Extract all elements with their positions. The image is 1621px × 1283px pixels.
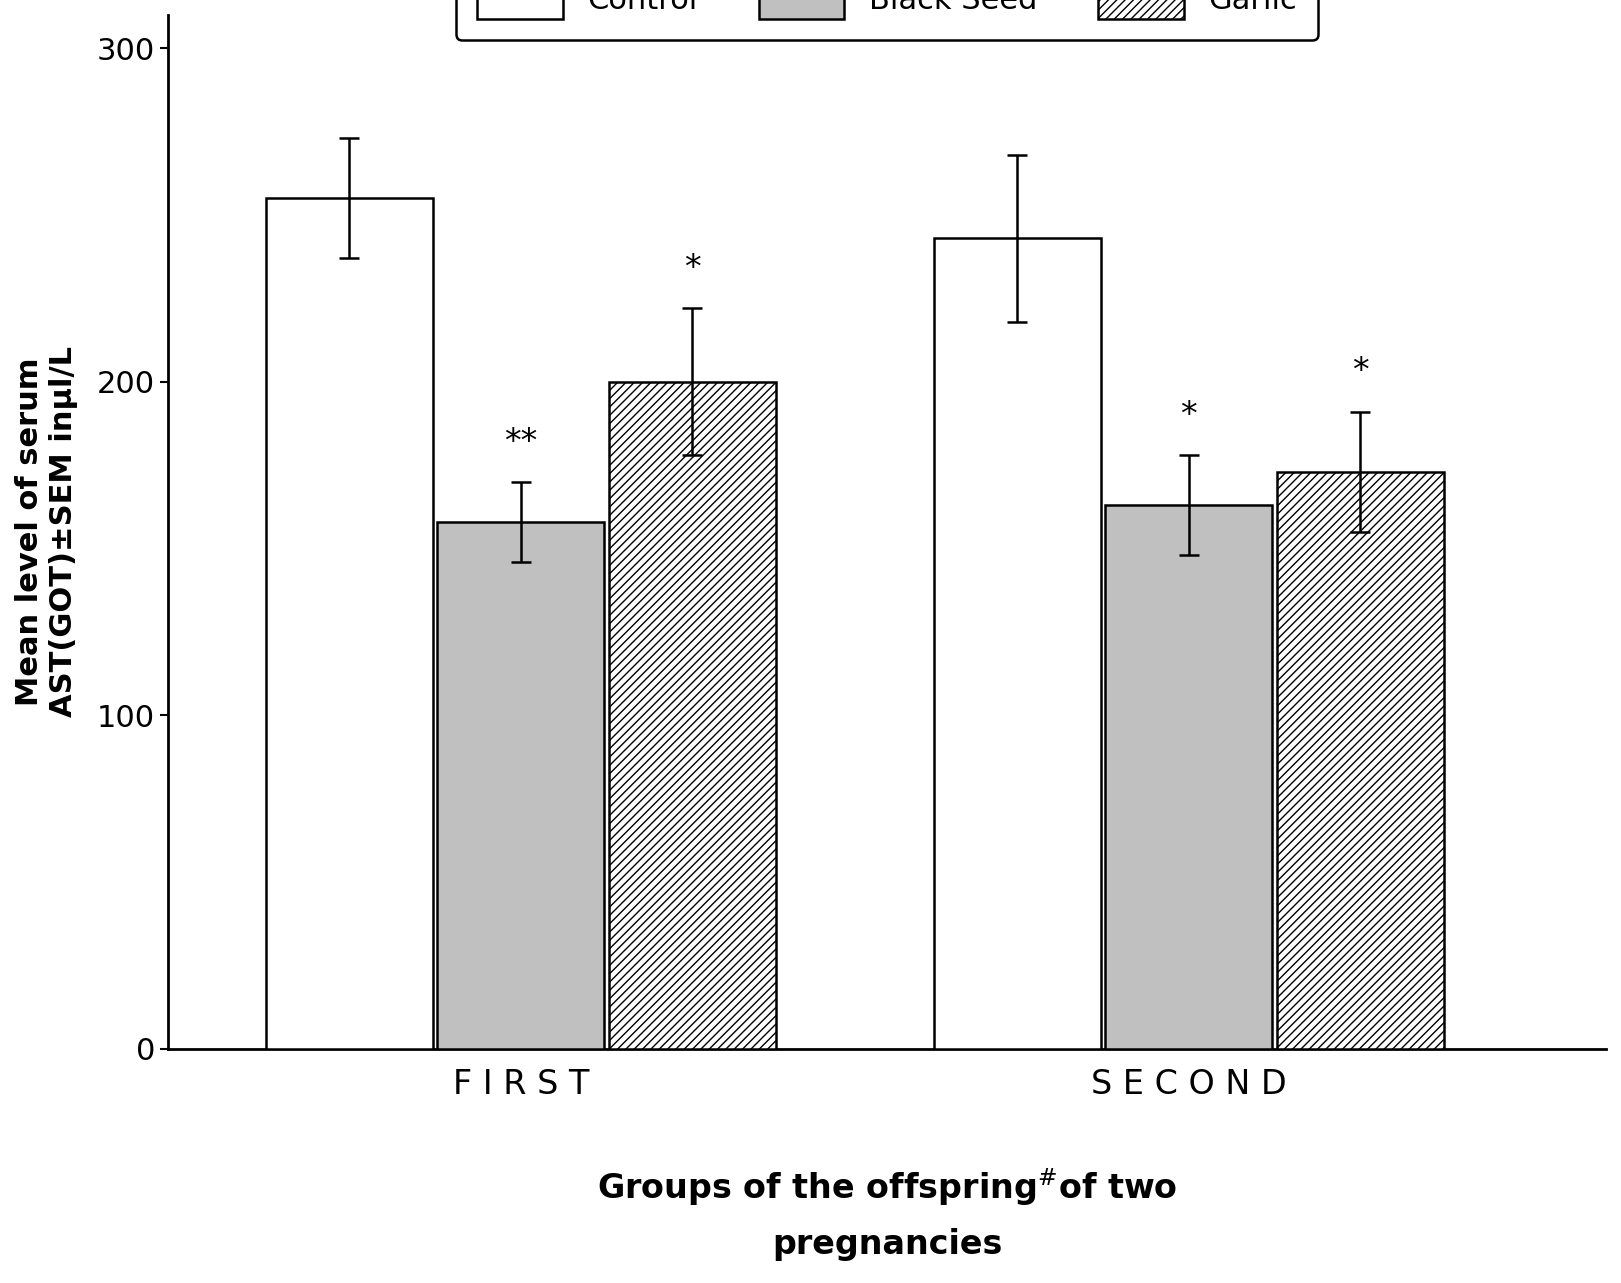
Bar — [266, 199, 433, 1048]
Text: *: * — [1180, 399, 1196, 432]
Bar — [438, 522, 605, 1048]
Y-axis label: Mean level of serum
AST(GOT)±SEM inµl/L: Mean level of serum AST(GOT)±SEM inµl/L — [15, 346, 78, 717]
Bar — [934, 239, 1101, 1048]
Bar — [609, 382, 776, 1048]
Bar — [1277, 472, 1444, 1048]
Bar — [1106, 506, 1272, 1048]
Text: *: * — [684, 253, 700, 285]
Text: **: ** — [504, 426, 538, 458]
Text: Groups of the offspring$^{\#}$of two: Groups of the offspring$^{\#}$of two — [597, 1166, 1177, 1207]
Text: *: * — [1352, 355, 1368, 389]
Legend: Control, Black Seed, Garlic: Control, Black Seed, Garlic — [456, 0, 1318, 40]
Text: pregnancies: pregnancies — [772, 1228, 1002, 1261]
